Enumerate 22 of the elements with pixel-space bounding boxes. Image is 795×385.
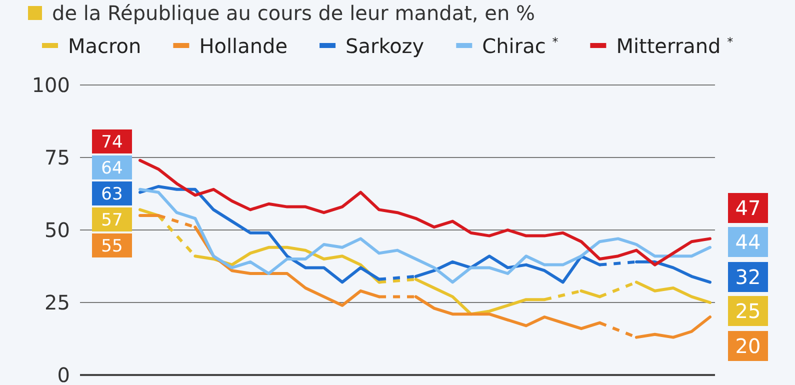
legend-label: Hollande (199, 34, 288, 58)
y-tick-label: 100 (32, 73, 70, 97)
data-label: 47 (735, 196, 761, 220)
legend-label: Sarkozy (346, 34, 424, 58)
y-tick-label: 50 (44, 218, 70, 242)
data-label: 44 (735, 230, 761, 254)
data-label: 64 (101, 158, 123, 179)
y-tick-label: 0 (57, 363, 70, 385)
data-label: 25 (735, 299, 761, 324)
data-label: 55 (101, 236, 123, 257)
legend-label: Chirac $^{*}$ (482, 34, 558, 58)
data-label: 63 (101, 184, 123, 205)
chart-title: de la République au cours de leur mandat, en % (52, 1, 535, 25)
y-tick-label: 75 (44, 146, 70, 170)
line-series (138, 158, 712, 266)
y-tick-label: 25 (44, 290, 70, 314)
data-label: 57 (101, 210, 123, 231)
data-label: 20 (735, 334, 761, 358)
data-label: 32 (735, 265, 761, 290)
legend-label: Macron (68, 34, 142, 58)
data-label: 74 (101, 132, 123, 153)
legend-label: Mitterrand $^{*}$ (616, 34, 734, 58)
